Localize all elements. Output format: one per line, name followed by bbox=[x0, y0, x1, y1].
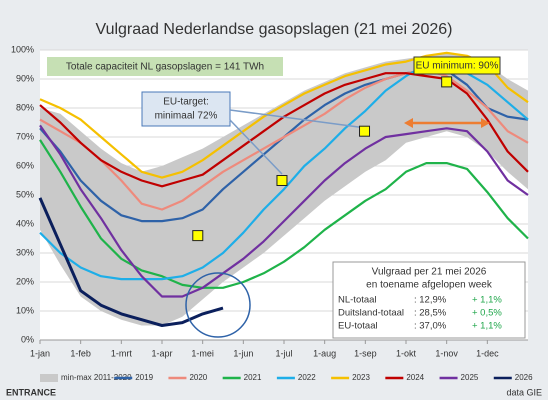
x-tick-label: 1-mrt bbox=[111, 348, 132, 358]
eu-minimum-label: EU minimum: 90% bbox=[416, 61, 499, 72]
y-tick-label: 40% bbox=[16, 218, 34, 228]
y-tick-label: 90% bbox=[16, 73, 34, 83]
table-cell: : 12,9% bbox=[414, 295, 447, 306]
logo: ENTRANCE bbox=[6, 387, 56, 397]
arrow-head bbox=[404, 118, 490, 128]
y-tick-label: 80% bbox=[16, 102, 34, 112]
pointer bbox=[229, 109, 367, 129]
legend-label: 2021 bbox=[244, 373, 262, 382]
table-cell: + 1,1% bbox=[472, 321, 502, 332]
x-tick-label: 1-jun bbox=[233, 348, 253, 358]
series-line bbox=[39, 139, 529, 289]
table-cell: NL-totaal bbox=[338, 295, 377, 306]
target-marker bbox=[192, 230, 204, 242]
chart-title: Vulgraad Nederlandse gasopslagen (21 mei… bbox=[96, 21, 453, 38]
legend-label: 2026 bbox=[515, 373, 533, 382]
legend-label: 2019 bbox=[135, 373, 153, 382]
series-line bbox=[39, 69, 529, 211]
eu-target-box bbox=[141, 91, 231, 127]
capacity-note: Totale capaciteit NL gasopslagen = 141 T… bbox=[66, 62, 264, 73]
x-tick-label: 1-apr bbox=[151, 348, 172, 358]
source: data GIE bbox=[506, 387, 542, 397]
table-cell: EU-totaal bbox=[338, 321, 378, 332]
table-cell: : 37,0% bbox=[414, 321, 447, 332]
x-tick-label: 1-mei bbox=[191, 348, 214, 358]
legend-label: 2024 bbox=[406, 373, 424, 382]
table-cell: : 28,5% bbox=[414, 308, 447, 319]
x-tick-label: 1-jul bbox=[275, 348, 292, 358]
eu-minimum-box bbox=[413, 56, 501, 75]
legend-label: min-max 2011-2020 bbox=[61, 373, 132, 382]
note-box bbox=[47, 57, 283, 76]
eu-target-label: EU-target: bbox=[163, 97, 209, 108]
y-tick-label: 100% bbox=[11, 44, 34, 54]
legend-label: 2022 bbox=[298, 373, 316, 382]
pointer bbox=[229, 119, 283, 175]
x-tick-label: 1-jan bbox=[30, 348, 50, 358]
table-cell: + 0,5% bbox=[472, 308, 502, 319]
y-tick-label: 60% bbox=[16, 160, 34, 170]
y-tick-label: 70% bbox=[16, 131, 34, 141]
table-cell: + 1,1% bbox=[472, 295, 502, 306]
x-tick-label: 1-aug bbox=[313, 348, 336, 358]
target-marker bbox=[441, 76, 453, 88]
x-tick-label: 1-dec bbox=[476, 348, 499, 358]
series-line bbox=[39, 51, 529, 179]
x-tick-label: 1-nov bbox=[435, 348, 458, 358]
target-marker bbox=[276, 175, 288, 186]
legend-label: 2023 bbox=[352, 373, 370, 382]
eu-target-label: minimaal 72% bbox=[155, 111, 218, 122]
x-tick-label: 1-feb bbox=[70, 348, 91, 358]
x-tick-label: 1-okt bbox=[396, 348, 417, 358]
y-tick-label: 50% bbox=[16, 189, 34, 199]
y-tick-label: 20% bbox=[16, 276, 34, 286]
y-tick-label: 0% bbox=[21, 334, 34, 344]
legend-label: 2025 bbox=[461, 373, 479, 382]
table-title: Vulgraad per 21 mei 2026 bbox=[372, 267, 487, 278]
legend-label: 2020 bbox=[189, 373, 207, 382]
highlight-circle bbox=[185, 272, 251, 338]
legend-swatch bbox=[40, 374, 58, 382]
target-marker bbox=[359, 125, 371, 137]
y-tick-label: 10% bbox=[16, 305, 34, 315]
table-title: en toename afgelopen week bbox=[366, 280, 493, 291]
series-line bbox=[39, 124, 529, 298]
table-box bbox=[332, 261, 526, 339]
series-line bbox=[38, 197, 224, 327]
annotations: Totale capaciteit NL gasopslagen = 141 T… bbox=[47, 56, 526, 339]
x-tick-label: 1-sep bbox=[354, 348, 377, 358]
y-tick-label: 30% bbox=[16, 247, 34, 257]
table-cell: Duitsland-totaal bbox=[338, 308, 404, 319]
plot-layer bbox=[38, 49, 529, 344]
